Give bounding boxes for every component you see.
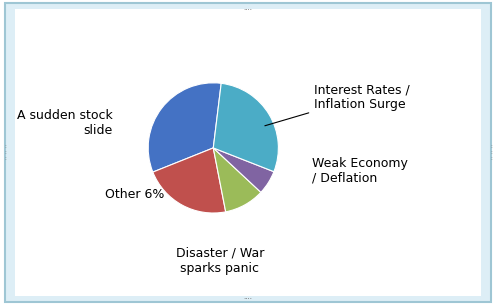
Wedge shape — [213, 148, 261, 212]
Text: :
:
:: : : : — [490, 144, 492, 161]
Text: ....: .... — [244, 5, 252, 11]
Text: Interest Rates /
Inflation Surge: Interest Rates / Inflation Surge — [265, 83, 410, 126]
Text: ....: .... — [244, 294, 252, 300]
Text: A sudden stock
slide: A sudden stock slide — [17, 109, 113, 137]
Wedge shape — [148, 83, 221, 172]
Text: Disaster / War
sparks panic: Disaster / War sparks panic — [176, 247, 264, 275]
Text: :
:
:: : : : — [4, 144, 6, 161]
Text: Weak Economy
/ Deflation: Weak Economy / Deflation — [312, 157, 408, 185]
Text: Other 6%: Other 6% — [105, 188, 165, 201]
Wedge shape — [213, 83, 278, 172]
Wedge shape — [153, 148, 226, 213]
Wedge shape — [213, 148, 274, 192]
